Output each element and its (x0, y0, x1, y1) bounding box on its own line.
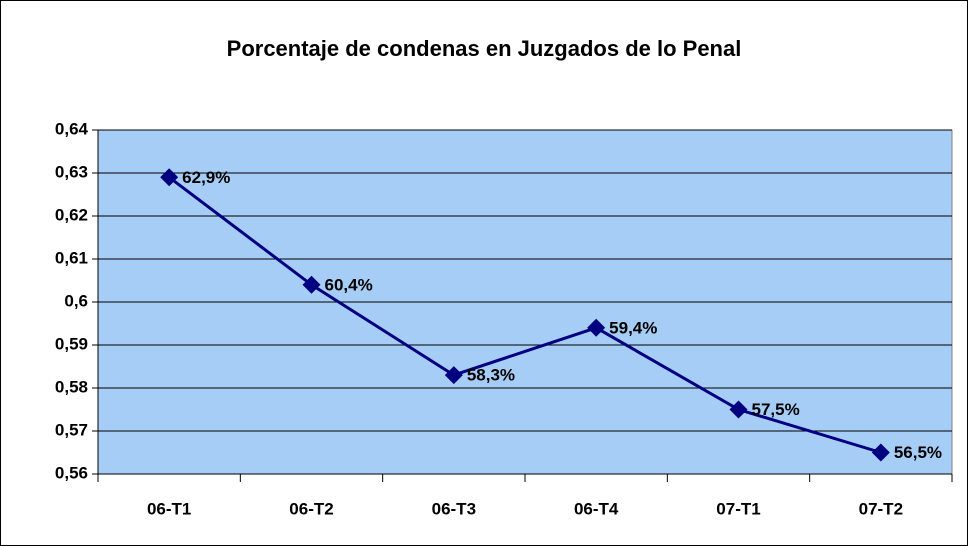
data-label: 60,4% (325, 275, 373, 294)
y-tick-label: 0,63 (55, 162, 88, 181)
marker (871, 443, 890, 462)
y-tick-label: 0,64 (55, 119, 89, 138)
x-tick-label: 06-T1 (147, 499, 191, 518)
x-tick-label: 07-T2 (859, 499, 903, 518)
data-label: 58,3% (467, 366, 515, 385)
data-label: 62,9% (182, 168, 230, 187)
x-tick-label: 07-T1 (716, 499, 760, 518)
y-tick-label: 0,6 (64, 291, 88, 310)
y-tick-label: 0,58 (55, 377, 88, 396)
y-tick-label: 0,62 (55, 205, 88, 224)
y-tick-label: 0,57 (55, 420, 88, 439)
marker (302, 275, 321, 294)
x-tick-label: 06-T3 (432, 499, 476, 518)
marker (587, 318, 606, 337)
data-label: 59,4% (609, 318, 657, 337)
marker (444, 366, 463, 385)
y-tick-label: 0,59 (55, 334, 88, 353)
data-label: 56,5% (894, 443, 942, 462)
y-tick-label: 0,61 (55, 248, 88, 267)
data-label: 57,5% (752, 400, 800, 419)
x-tick-label: 06-T2 (289, 499, 333, 518)
marker (160, 168, 179, 187)
series-line (168, 176, 882, 454)
y-tick-label: 0,56 (55, 463, 88, 482)
x-tick-label: 06-T4 (574, 499, 619, 518)
chart-title: Porcentaje de condenas en Juzgados de lo… (227, 36, 742, 61)
marker (729, 400, 748, 419)
